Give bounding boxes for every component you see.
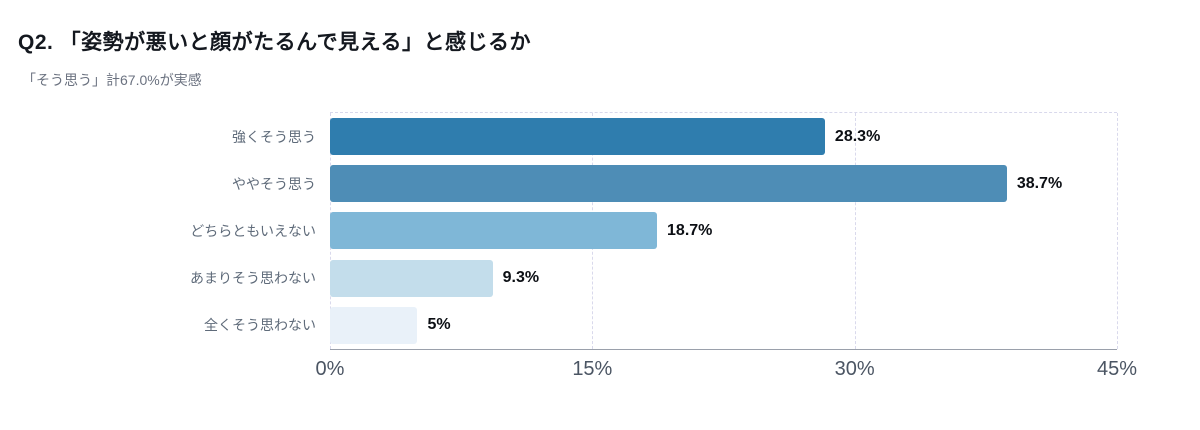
x-tick-label: 45%: [1096, 358, 1138, 380]
bar-chart: 強くそう思う 28.3% ややそう思う 38.7% どちらともいえない 18.7% あまりそ…: [190, 112, 1137, 392]
bar: [330, 259, 493, 297]
chart-title: Q2. 「姿勢が悪いと顔がたるんで見える」と感じるか: [18, 31, 532, 54]
bar: [330, 165, 1007, 203]
chart-subtitle: 「そう思う」計67.0%が実感: [22, 72, 202, 88]
category-label: 全くそう思わない: [204, 317, 316, 334]
plot-area: 強くそう思う 28.3% ややそう思う 38.7% どちらともいえない 18.7% あまりそ…: [190, 112, 1118, 350]
bar-row: あまりそう思わない 9.3%: [190, 255, 1117, 302]
x-axis: 0% 15% 30% 45%: [316, 350, 1137, 392]
value-label: 5%: [427, 316, 451, 334]
gridline: [1117, 113, 1118, 349]
bar: [330, 118, 825, 156]
x-tick-label: 30%: [834, 358, 875, 380]
value-label: 18.7%: [667, 221, 713, 239]
category-label: どちらともいえない: [190, 222, 316, 239]
value-label: 9.3%: [502, 269, 540, 287]
value-label: 28.3%: [834, 127, 881, 145]
value-label: 38.7%: [1016, 174, 1063, 192]
x-tick-label: 0%: [315, 358, 345, 380]
gridline: [854, 113, 856, 349]
bar: [330, 306, 418, 344]
category-label: 強くそう思う: [232, 128, 316, 145]
x-tick-label: 15%: [572, 358, 613, 380]
bar: [330, 212, 658, 250]
bar-row: ややそう思う 38.7%: [232, 160, 1117, 207]
category-label: あまりそう思わない: [190, 270, 316, 287]
bar-row: 強くそう思う 28.3%: [232, 113, 1117, 160]
bar-row: どちらともいえない 18.7%: [190, 207, 1117, 254]
category-label: ややそう思う: [232, 175, 316, 192]
bar-row: 全くそう思わない 5%: [204, 302, 1117, 349]
